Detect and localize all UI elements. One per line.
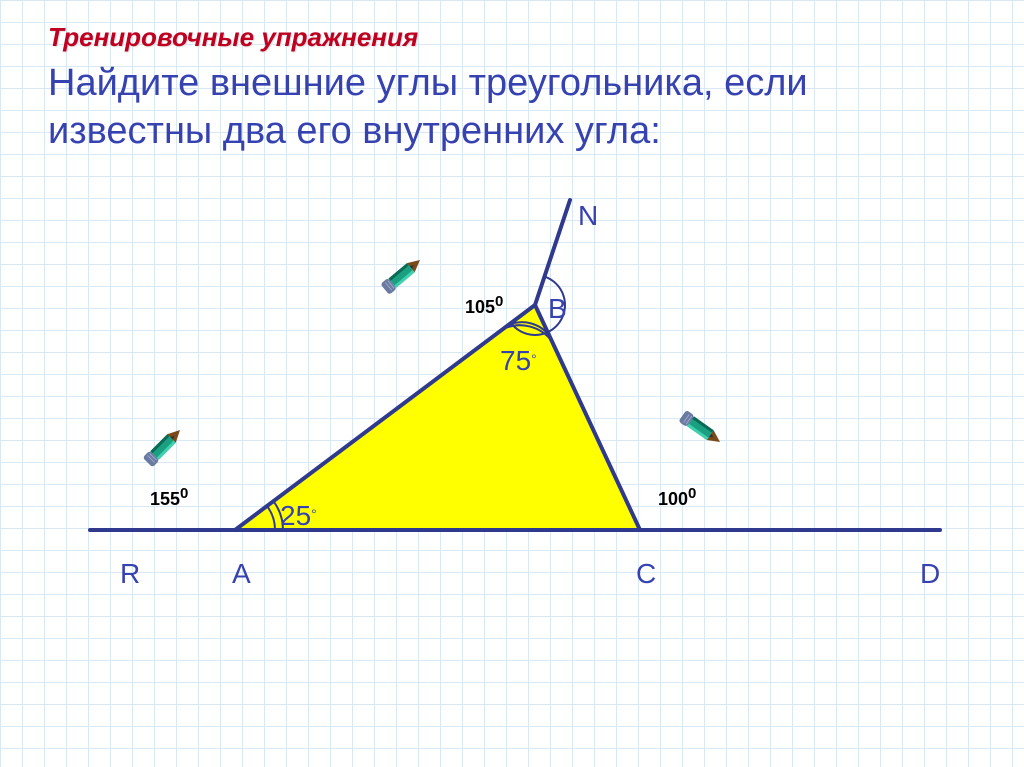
angle-B-internal: 75° <box>500 345 537 377</box>
angle-C-external: 1000 <box>658 485 696 510</box>
label-R: R <box>120 558 140 590</box>
angle-B-external: 1050 <box>465 293 503 318</box>
angle-A-internal: 25° <box>280 500 317 532</box>
label-C: C <box>636 558 656 590</box>
label-N: N <box>578 200 598 232</box>
label-D: D <box>920 558 940 590</box>
angle-A-external: 1550 <box>150 485 188 510</box>
label-A: A <box>232 558 251 590</box>
label-B: B <box>548 293 567 325</box>
diagram-stage: R A C D N B 25° 75° 1550 1050 1000 <box>0 0 1024 767</box>
geometry-svg <box>0 0 1024 767</box>
